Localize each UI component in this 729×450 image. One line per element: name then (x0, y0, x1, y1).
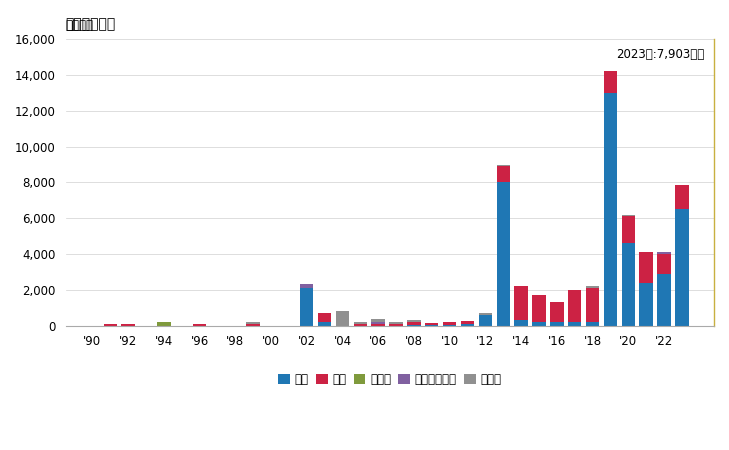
Bar (639, 252, 653, 283)
Text: 2023年:7,903トン: 2023年:7,903トン (616, 48, 704, 61)
Legend: 中国, 台湾, ドイツ, インドネシア, その他: 中国, 台湾, ドイツ, インドネシア, その他 (273, 369, 506, 391)
Bar (675, 209, 689, 326)
Bar (389, 322, 402, 324)
Bar (568, 322, 581, 326)
Bar (532, 295, 545, 322)
Bar (408, 320, 421, 322)
Bar (318, 322, 331, 326)
Bar (604, 93, 617, 326)
Bar (496, 166, 510, 182)
Bar (532, 322, 545, 326)
Text: 単位トン: 単位トン (66, 19, 93, 32)
Bar (515, 320, 528, 326)
Bar (300, 284, 313, 288)
Bar (336, 311, 349, 326)
Bar (639, 283, 653, 326)
Bar (372, 320, 385, 322)
Bar (568, 290, 581, 322)
Bar (425, 323, 438, 325)
Bar (586, 286, 599, 288)
Bar (658, 274, 671, 326)
Bar (300, 288, 313, 326)
Bar (246, 324, 260, 326)
Bar (658, 254, 671, 274)
Bar (675, 185, 689, 209)
Bar (157, 322, 171, 326)
Bar (408, 322, 421, 325)
Bar (550, 302, 564, 322)
Bar (604, 72, 617, 93)
Bar (586, 322, 599, 326)
Bar (122, 324, 135, 326)
Bar (318, 313, 331, 322)
Bar (104, 324, 117, 326)
Bar (622, 216, 635, 243)
Bar (443, 325, 456, 326)
Bar (354, 322, 367, 324)
Bar (496, 182, 510, 326)
Bar (586, 288, 599, 322)
Bar (658, 252, 671, 254)
Bar (461, 321, 474, 324)
Bar (550, 322, 564, 326)
Bar (246, 322, 260, 324)
Bar (479, 315, 492, 326)
Text: 輸入量の推移: 輸入量の推移 (66, 17, 116, 31)
Bar (372, 322, 385, 324)
Bar (622, 215, 635, 216)
Bar (515, 286, 528, 320)
Bar (425, 325, 438, 326)
Bar (354, 324, 367, 326)
Bar (479, 313, 492, 315)
Bar (443, 322, 456, 325)
Bar (461, 324, 474, 326)
Bar (496, 165, 510, 166)
Bar (372, 324, 385, 326)
Bar (408, 325, 421, 326)
Bar (193, 324, 206, 326)
Bar (622, 243, 635, 326)
Bar (389, 324, 402, 326)
